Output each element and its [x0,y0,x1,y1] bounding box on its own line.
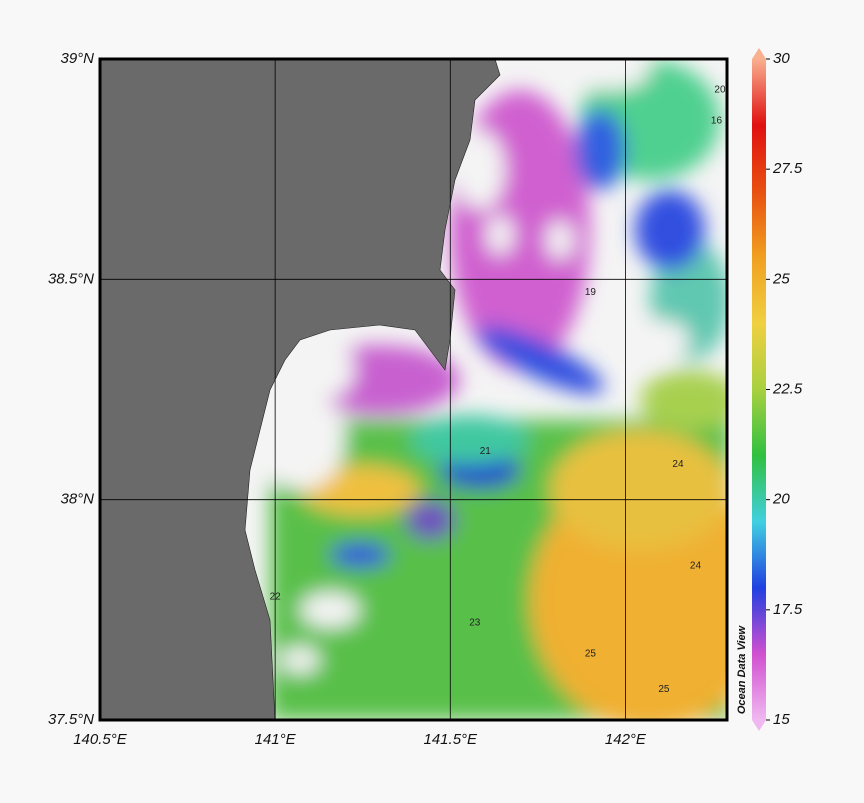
colorbar-tick-label: 22.5 [772,380,803,397]
colorbar-tick-label: 27.5 [772,160,803,177]
contour-label: 21 [480,446,492,457]
contour-label: 24 [690,560,702,571]
plot-frame [98,57,729,722]
colorbar-tick-label: 20 [772,491,790,508]
colorbar-max-arrow [752,48,766,59]
colorbar-tick-label: 25 [772,270,790,287]
lon-tick-label: 141.5°E [424,731,479,748]
lon-tick-label: 142°E [605,731,647,748]
contour-label: 19 [585,287,597,298]
colorbar-min-arrow [752,720,766,731]
lat-tick-label: 38°N [60,491,94,508]
sst-field [100,59,727,720]
contour-label: 22 [270,591,282,602]
colorbar [752,59,766,720]
contour-label: 25 [658,684,670,695]
contour-label: 25 [585,649,597,660]
colorbar-tick-label: 15 [773,711,790,728]
lat-tick-label: 38.5°N [48,270,94,287]
lat-tick-label: 39°N [60,50,94,67]
colorbar-tick-label: 17.5 [773,601,803,618]
contour-label: 16 [711,115,723,126]
colorbar-tick-label: 30 [773,50,790,67]
lon-tick-label: 141°E [255,731,297,748]
lon-tick-label: 140.5°E [73,731,128,748]
watermark: Ocean Data View [736,624,748,714]
contour-label: 24 [672,459,684,470]
contour-label: 20 [714,84,726,95]
lat-tick-label: 37.5°N [48,711,94,728]
contour-label: 23 [469,618,481,629]
land [100,59,501,720]
